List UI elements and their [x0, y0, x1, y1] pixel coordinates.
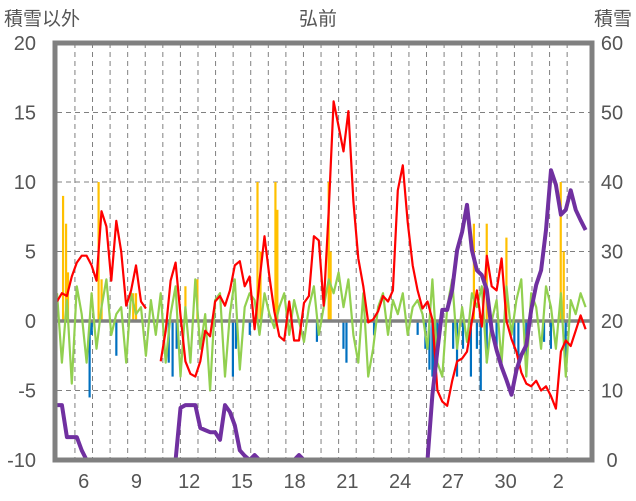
- blue-bar: [315, 321, 319, 342]
- x-tick-label: 30: [494, 471, 516, 493]
- blue-bar: [475, 321, 478, 349]
- right-tick-label: 50: [601, 103, 623, 125]
- plot-border: [52, 40, 595, 463]
- blue-bar: [513, 321, 516, 349]
- x-tick-label: 12: [178, 471, 200, 493]
- x-tick-label: 2: [553, 471, 564, 493]
- left-axis-title: 積雪以外: [4, 8, 80, 30]
- chart-title: 弘前: [299, 8, 337, 30]
- yellow-bar: [61, 195, 65, 321]
- blue-bar: [342, 321, 345, 349]
- blue-bar: [479, 321, 482, 391]
- blue-bar: [431, 321, 434, 377]
- blue-bar: [231, 321, 234, 377]
- yellow-bar: [559, 182, 562, 321]
- blue-bar: [345, 321, 348, 363]
- yellow-bar: [259, 251, 262, 321]
- blue-bar: [90, 321, 93, 335]
- x-tick-label: 27: [442, 471, 464, 493]
- blue-bar: [234, 321, 237, 349]
- left-tick-label: 20: [14, 33, 36, 55]
- yellow-bar: [562, 251, 565, 321]
- x-axis-ticks: 6 9 12 15 18 21 24 27 30 2: [78, 471, 564, 493]
- yellow-bar: [134, 293, 138, 321]
- green-series-line: [55, 271, 587, 392]
- yellow-bar: [132, 293, 135, 321]
- gridlines: [57, 43, 590, 460]
- yellow-bar: [100, 279, 103, 321]
- red-series-line: [56, 100, 587, 410]
- x-tick-label: 9: [131, 471, 142, 493]
- blue-bar: [171, 321, 174, 377]
- right-tick-label: 60: [601, 33, 623, 55]
- blue-bar: [469, 321, 473, 377]
- x-tick-label: 15: [231, 471, 253, 493]
- blue-bar: [452, 321, 455, 349]
- blue-bar: [88, 321, 91, 398]
- blue-bar: [485, 321, 488, 363]
- left-tick-label: 10: [14, 172, 36, 194]
- right-tick-label: 20: [601, 311, 623, 333]
- x-tick-label: 6: [78, 471, 89, 493]
- blue-bar: [428, 321, 431, 370]
- left-tick-label: 5: [25, 242, 36, 264]
- right-tick-label: 30: [601, 242, 623, 264]
- right-tick-label: 10: [601, 381, 623, 403]
- yellow-bar: [327, 182, 330, 321]
- blue-bar: [115, 321, 118, 356]
- left-tick-label: -5: [18, 381, 36, 403]
- yellow-bar: [505, 237, 508, 321]
- yellow-bar: [472, 223, 476, 321]
- left-axis-ticks: 20 15 10 5 0 -5 -10: [7, 33, 36, 472]
- x-tick-label: 21: [336, 471, 358, 493]
- left-tick-label: -10: [7, 450, 36, 472]
- blue-bar: [248, 321, 251, 335]
- blue-bar: [517, 321, 520, 363]
- right-axis-ticks: 60 50 40 30 20 10 0: [601, 33, 623, 472]
- blue-bar: [461, 321, 465, 349]
- x-tick-label: 24: [389, 471, 411, 493]
- blue-bar: [549, 321, 552, 349]
- blue-bar: [542, 321, 546, 342]
- x-tick-label: 18: [284, 471, 306, 493]
- yellow-bar: [485, 223, 488, 321]
- yellow-bar: [66, 272, 70, 321]
- blue-bar: [416, 321, 419, 335]
- yellow-bar: [64, 223, 68, 321]
- blue-bar: [495, 321, 498, 349]
- right-tick-label: 40: [601, 172, 623, 194]
- yellow-bar: [276, 209, 279, 321]
- yellow-bar: [274, 182, 277, 321]
- right-axis-title: 積雪: [594, 8, 632, 30]
- left-tick-label: 0: [25, 311, 36, 333]
- right-tick-label: 0: [606, 450, 617, 472]
- blue-bar: [372, 321, 376, 335]
- blue-bar: [175, 321, 178, 349]
- yellow-bar: [256, 182, 259, 321]
- yellow-bar: [184, 286, 187, 321]
- left-tick-label: 15: [14, 103, 36, 125]
